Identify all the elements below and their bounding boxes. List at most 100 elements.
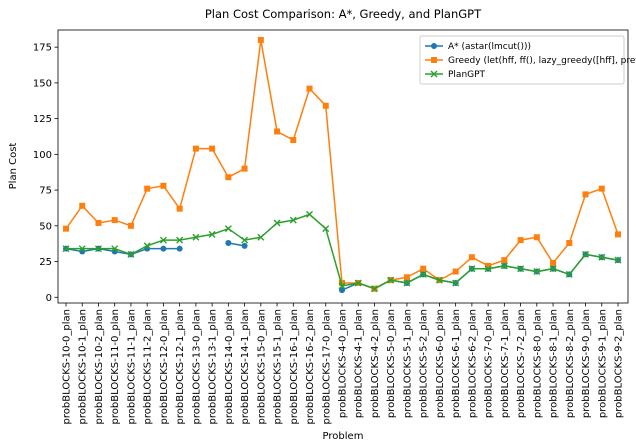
legend-label: Greedy (let(hff, ff(), lazy_greedy([hff]… (448, 56, 636, 66)
point (615, 231, 621, 238)
x-tick-label: probBLOCKS-10-0_plan (62, 309, 73, 424)
x-tick-label: probBLOCKS-5-1_plan (402, 309, 413, 418)
point (501, 257, 508, 264)
point (370, 285, 378, 293)
point (468, 254, 475, 261)
x-tick-label: probBLOCKS-7-1_plan (500, 309, 511, 418)
point (419, 270, 427, 278)
point (111, 245, 119, 253)
point (582, 191, 589, 198)
chart-title: Plan Cost Comparison: A*, Greedy, and Pl… (205, 7, 482, 21)
point (160, 245, 167, 252)
point (208, 230, 216, 238)
point (143, 242, 151, 250)
x-tick-label: probBLOCKS-17-0_plan (321, 309, 332, 424)
x-tick-label: probBLOCKS-8-1_plan (549, 309, 560, 418)
point (533, 268, 541, 276)
x-tick-label: probBLOCKS-11-1_plan (126, 309, 137, 424)
point (431, 43, 437, 49)
x-tick-label: probBLOCKS-5-0_plan (386, 309, 397, 418)
x-tick-label: probBLOCKS-9-2_plan (614, 309, 625, 418)
x-tick-label: probBLOCKS-15-1_plan (273, 309, 284, 424)
point (289, 216, 297, 224)
point (550, 259, 557, 266)
legend-label: PlanGPT (448, 70, 486, 80)
point (127, 250, 135, 258)
point (176, 236, 184, 244)
x-tick-label: probBLOCKS-12-0_plan (159, 309, 170, 424)
point (500, 262, 508, 270)
point (420, 265, 427, 272)
legend-label: A* (astar(lmcut())) (448, 42, 531, 52)
x-tick-label: probBLOCKS-6-0_plan (435, 309, 446, 418)
y-tick-label: 175 (33, 43, 52, 54)
x-tick-label: probBLOCKS-7-2_plan (516, 309, 527, 418)
y-tick-label: 150 (33, 78, 52, 89)
y-tick-label: 50 (39, 221, 52, 232)
point (387, 276, 395, 284)
y-tick-label: 125 (33, 114, 52, 125)
x-axis-label: Problem (323, 431, 364, 441)
point (62, 245, 70, 253)
x-tick-label: probBLOCKS-13-1_plan (208, 309, 219, 424)
point (517, 265, 525, 273)
point (566, 239, 573, 246)
legend: A* (astar(lmcut())) Greedy (let(hff, ff()… (419, 35, 636, 85)
point (79, 202, 86, 209)
point (274, 128, 281, 135)
point (225, 174, 232, 181)
point (144, 185, 151, 192)
point (306, 210, 314, 218)
point (306, 85, 313, 92)
y-tick-label: 0 (46, 293, 52, 304)
x-tick-label: probBLOCKS-9-0_plan (581, 309, 592, 418)
point (614, 256, 622, 264)
point (63, 225, 69, 232)
x-tick-label: probBLOCKS-10-2_plan (94, 309, 105, 424)
point (241, 242, 248, 249)
point (209, 145, 216, 152)
point (452, 279, 460, 287)
x-tick-label: probBLOCKS-4-0_plan (338, 309, 349, 418)
point (339, 287, 345, 294)
y-axis-label: Plan Cost (8, 143, 19, 190)
x-tick-label: probBLOCKS-16-1_plan (289, 309, 300, 424)
x-tick-label: probBLOCKS-6-1_plan (451, 309, 462, 418)
point (111, 217, 118, 224)
x-tick-label: probBLOCKS-8-2_plan (565, 309, 576, 418)
point (452, 268, 459, 275)
point (224, 225, 232, 233)
point (403, 279, 411, 287)
point (257, 37, 264, 44)
point (403, 274, 410, 281)
legend-box (419, 35, 625, 85)
point (430, 70, 438, 78)
point (241, 236, 249, 244)
point (533, 234, 540, 241)
point (192, 145, 199, 152)
point (95, 219, 102, 226)
point (273, 219, 281, 227)
x-tick-label: probBLOCKS-7-0_plan (484, 309, 495, 418)
point (160, 182, 167, 189)
point (241, 165, 248, 172)
x-tick-label: probBLOCKS-4-1_plan (354, 309, 365, 418)
point (257, 233, 265, 241)
point (435, 276, 443, 284)
point (565, 270, 573, 278)
x-tick-label: probBLOCKS-9-1_plan (597, 309, 608, 418)
y-tick-label: 75 (39, 186, 52, 197)
point (339, 279, 345, 286)
point (338, 282, 346, 290)
point (468, 265, 476, 273)
point (94, 245, 102, 253)
plot-frame (57, 29, 629, 304)
x-tick-label: probBLOCKS-8-0_plan (532, 309, 543, 418)
point (549, 265, 557, 273)
x-tick-label: probBLOCKS-11-2_plan (143, 309, 154, 424)
y-tick-label: 25 (39, 257, 52, 268)
point (192, 233, 200, 241)
x-tick-label: probBLOCKS-14-1_plan (240, 309, 251, 424)
point (354, 279, 362, 287)
